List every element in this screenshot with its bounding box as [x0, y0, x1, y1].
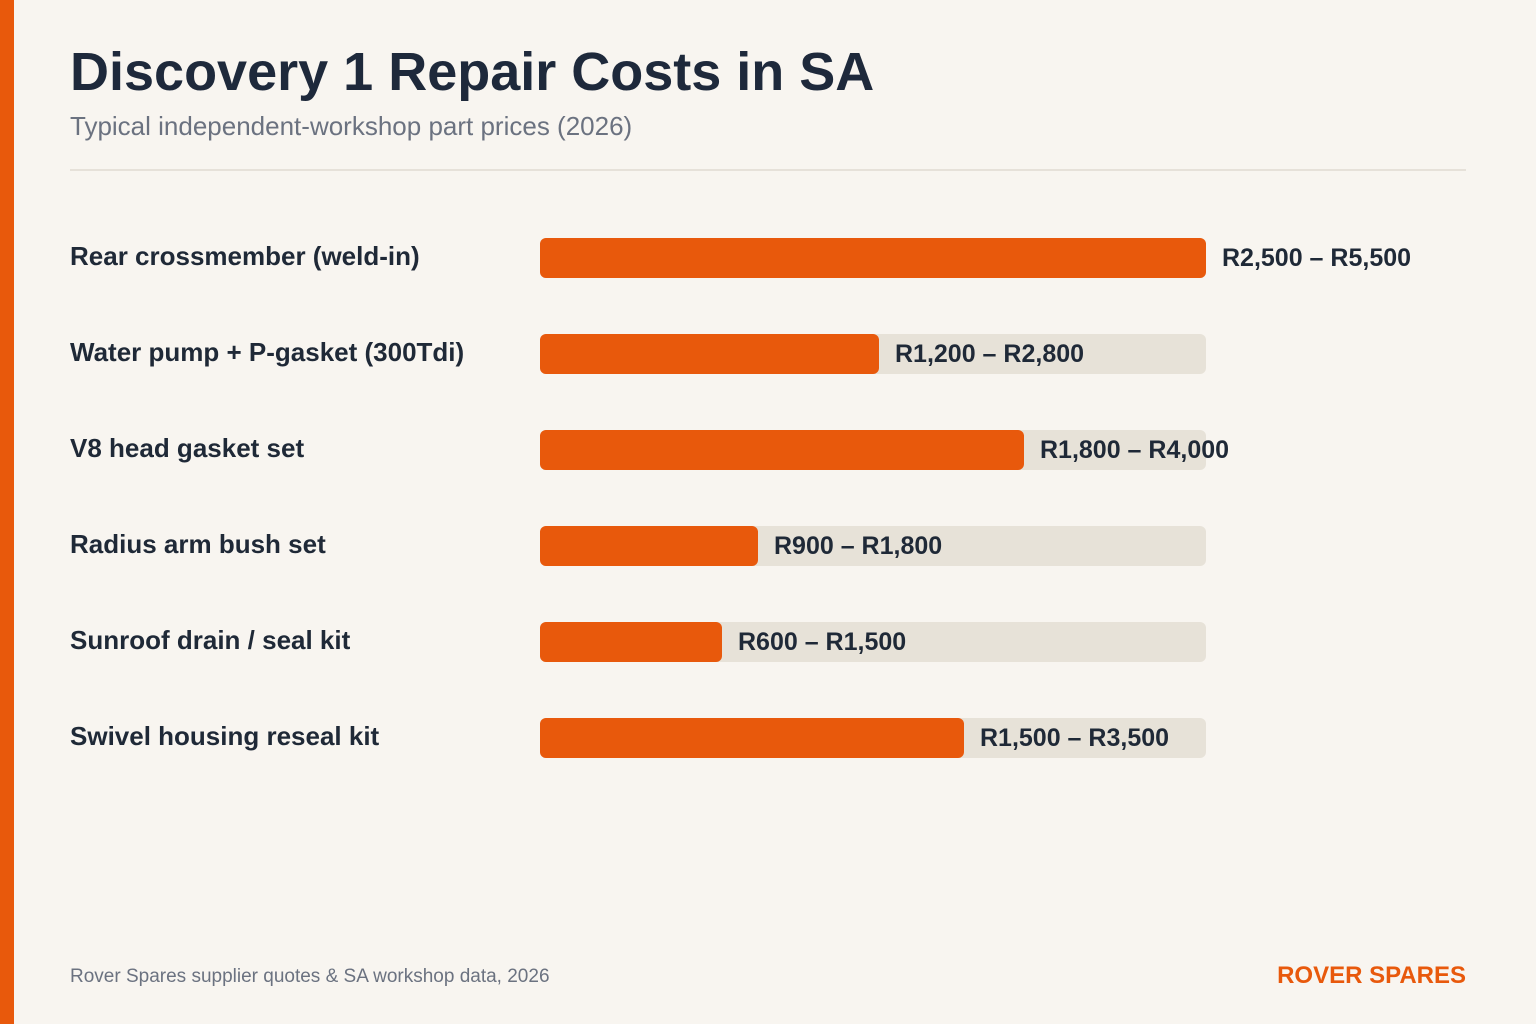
- bar: [540, 526, 758, 566]
- source-note: Rover Spares supplier quotes & SA worksh…: [70, 966, 550, 987]
- category-label: Swivel housing reseal kit: [70, 721, 380, 751]
- page-subtitle: Typical independent-workshop part prices…: [70, 111, 633, 141]
- category-label: Radius arm bush set: [70, 529, 326, 559]
- category-label: Rear crossmember (weld-in): [70, 241, 420, 271]
- bar: [540, 622, 722, 662]
- bar-value-label: R900 – R1,800: [774, 532, 943, 560]
- bar-value-label: R1,800 – R4,000: [1040, 436, 1230, 464]
- category-label: V8 head gasket set: [70, 433, 305, 463]
- header-divider: [70, 169, 1466, 171]
- bar: [540, 334, 879, 374]
- page-title: Discovery 1 Repair Costs in SA: [70, 42, 875, 102]
- bar: [540, 238, 1206, 278]
- bar-value-label: R1,500 – R3,500: [980, 724, 1170, 752]
- bar-value-label: R600 – R1,500: [738, 628, 907, 656]
- bar: [540, 718, 964, 758]
- category-label: Sunroof drain / seal kit: [70, 625, 351, 655]
- bar: [540, 430, 1024, 470]
- bar-value-label: R2,500 – R5,500: [1222, 244, 1412, 272]
- bar-value-label: R1,200 – R2,800: [895, 340, 1085, 368]
- brand-logo-text: ROVER SPARES: [1277, 962, 1466, 989]
- category-label: Water pump + P-gasket (300Tdi): [70, 337, 465, 367]
- accent-stripe: [0, 0, 14, 1024]
